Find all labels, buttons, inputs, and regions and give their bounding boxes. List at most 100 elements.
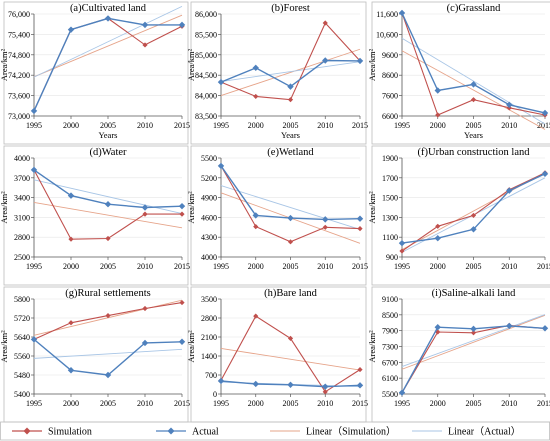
y-axis-label: Area/km² [367,191,377,224]
data-point-actual [67,192,75,199]
data-point-simulation [470,330,477,336]
data-point-simulation [68,320,74,326]
x-tick-label: 2005 [100,121,116,130]
x-tick-label: 2005 [283,262,299,271]
data-point-simulation [142,305,148,312]
data-point-simulation [179,211,185,217]
trend-line-actual [33,179,183,215]
series-line-simulation [33,17,183,112]
x-tick-label: 1995 [213,121,229,130]
y-tick-label: 11,600 [376,10,398,19]
y-tick-label: 75,400 [8,30,30,39]
data-point-actual [287,83,294,90]
x-axis-label: Years [99,130,118,140]
data-point-actual [434,234,441,242]
data-point-actual [434,324,441,331]
data-point-actual [541,109,549,117]
data-point-simulation [142,42,148,48]
data-point-actual [434,87,441,94]
chart-panel-9: (i)Saline-alkali land 5500 6100 6700 7300 790… [367,286,550,423]
y-tick-label: 3400 [14,194,30,203]
x-tick-label: 2010 [137,262,153,271]
y-tick-label: 1700 [382,174,398,183]
data-point-simulation [322,20,328,26]
chart-panel-5: (e)Wetland 4000 4300 4600 4900 5200 5500 1995 20… [186,145,368,286]
data-point-actual [322,383,329,390]
y-tick-label: 4900 [201,194,217,203]
y-tick-label: 5640 [14,333,30,342]
y-tick-label: 5560 [14,352,30,361]
panel-title: (g)Rural settlements [65,288,150,299]
y-tick-label: 5200 [201,174,217,183]
data-point-actual [104,371,112,379]
panel-title: (a)Cultivated land [70,3,147,14]
data-point-actual [541,325,549,332]
data-point-actual [178,338,186,345]
data-point-actual [398,9,406,17]
trend-line-actual [33,5,183,78]
y-tick-label: 85,000 [195,51,217,60]
x-tick-label: 2000 [63,262,79,271]
y-tick-label: 4600 [201,213,217,222]
panel-title: (c)Grassland [447,3,501,14]
data-point-actual [506,187,513,194]
x-tick-label: 1995 [26,121,42,130]
x-tick-label: 2000 [63,399,79,408]
data-point-actual [178,202,186,210]
data-point-simulation [357,366,363,373]
y-tick-label: 9100 [382,295,398,304]
y-axis-label: Area/km² [186,330,196,363]
data-point-actual [398,239,406,247]
data-point-simulation [105,313,111,319]
trend-line-actual [220,185,361,230]
panel-frame [371,1,550,145]
data-point-actual [217,377,225,385]
data-point-actual [104,201,112,208]
data-point-actual [322,57,329,64]
x-tick-label: 2000 [248,121,264,130]
trend-line-simulation [33,202,183,229]
data-point-actual [506,322,513,330]
y-tick-label: 83,500 [195,112,217,121]
y-tick-label: 85,500 [195,30,217,39]
legend: Simulation Actual Linear（Simulation） Lin… [0,421,550,441]
y-tick-label: 0 [213,390,217,399]
x-tick-label: 2015 [352,262,368,271]
y-tick-label: 4300 [201,233,217,242]
panel-frame [3,145,189,286]
data-point-actual [30,336,38,343]
legend-linear-actual-label: Linear（Actual） [448,426,521,438]
x-tick-label: 2015 [174,262,190,271]
x-tick-label: 2005 [466,399,482,408]
legend-actual-marker [167,427,175,435]
data-point-actual [470,81,477,88]
y-tick-label: 7600 [382,92,398,101]
data-point-actual [356,215,364,222]
x-tick-label: 2000 [430,399,446,408]
data-point-actual [141,204,149,211]
y-tick-label: 74,800 [8,51,30,60]
data-point-simulation [322,224,328,230]
chart-panel-7: (g)Rural settlements 5400 5480 5560 5640 5720… [0,286,190,423]
data-point-simulation [68,236,74,242]
x-tick-label: 2010 [501,262,517,271]
data-point-actual [141,21,149,29]
y-tick-label: 5500 [201,154,217,163]
trend-line-simulation [220,48,361,97]
series-line-actual [401,325,546,394]
data-point-simulation [435,112,441,118]
chart-panel-1: (a)Cultivated land 73,000 73,600 74,200 74,8… [0,1,190,145]
x-tick-label: 1995 [394,399,410,408]
y-tick-label: 5480 [14,371,30,380]
data-point-simulation [287,97,294,103]
y-tick-label: 5500 [382,390,398,399]
data-point-simulation [179,299,185,306]
y-tick-label: 900 [386,253,398,262]
x-tick-label: 2005 [283,399,299,408]
x-tick-label: 2000 [430,262,446,271]
x-tick-label: 2005 [100,262,116,271]
data-point-actual [356,382,364,389]
panel-title: (d)Water [89,147,127,158]
y-tick-label: 5720 [14,314,30,323]
panel-frame [190,145,367,286]
